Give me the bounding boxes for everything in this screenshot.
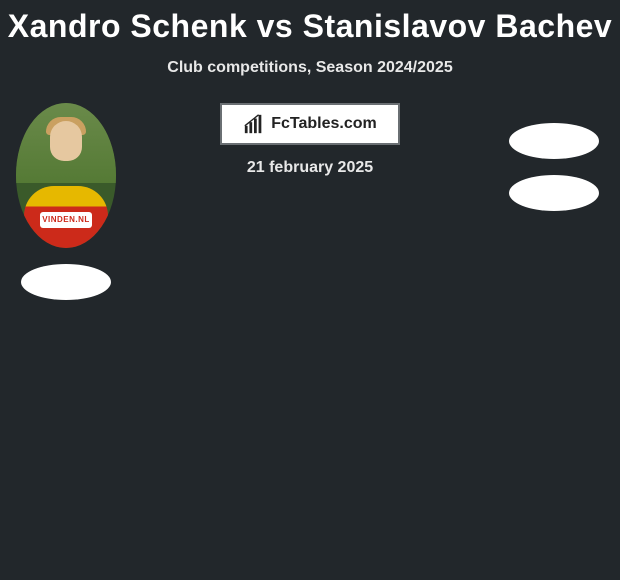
page-title: Xandro Schenk vs Stanislavov Bachev [0,0,620,45]
brand-logo[interactable]: FcTables.com [220,103,400,145]
chart-icon [243,113,265,135]
brand-text: FcTables.com [271,115,377,133]
player-right-flag-2 [509,175,599,211]
shirt-sponsor: VINDEN.NL [40,212,92,228]
player-left-avatar: VINDEN.NL [16,103,116,248]
player-left-flag [21,264,111,300]
player-left-column: VINDEN.NL [8,103,124,300]
page-subtitle: Club competitions, Season 2024/2025 [0,59,620,77]
player-right-flag-1 [509,123,599,159]
